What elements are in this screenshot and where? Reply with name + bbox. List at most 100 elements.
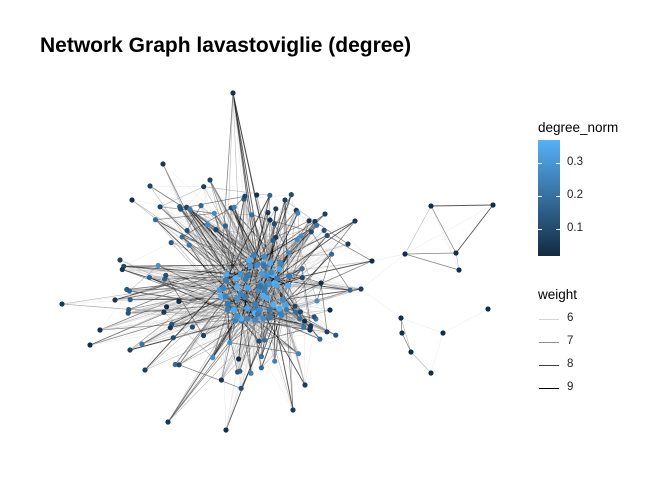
graph-node [272, 358, 278, 364]
graph-edge [178, 317, 271, 366]
graph-node [244, 272, 251, 279]
graph-edge [247, 310, 280, 320]
graph-node [268, 269, 275, 276]
graph-node [97, 327, 103, 333]
graph-node [256, 282, 264, 290]
graph-edge [455, 252, 460, 271]
graph-edge [141, 309, 234, 345]
graph-edge [232, 92, 251, 266]
graph-edge [268, 273, 274, 305]
graph-edge [163, 304, 286, 313]
graph-edge [320, 282, 362, 290]
graph-edge [187, 230, 250, 261]
graph-edge [114, 287, 265, 301]
graph-node [261, 337, 268, 343]
graph-node [258, 353, 264, 360]
graph-edge [99, 309, 234, 331]
graph-node [164, 304, 170, 310]
graph-edge [209, 179, 265, 289]
graph-node [333, 332, 339, 338]
graph-edge [261, 252, 289, 285]
node-layer [59, 90, 496, 433]
graph-node [252, 316, 259, 323]
weight-key-9 [538, 377, 560, 400]
graph-edge [221, 314, 282, 381]
graph-node [327, 307, 333, 313]
graph-edge [131, 199, 181, 210]
graph-edge [259, 260, 373, 287]
graph-edge [261, 321, 305, 368]
graph-edge [167, 265, 265, 423]
graph-node [244, 284, 251, 291]
graph-edge [261, 311, 301, 368]
graph-edge [258, 331, 328, 342]
graph-edge [225, 308, 248, 431]
graph-edge [123, 265, 241, 275]
graph-node [267, 260, 274, 267]
graph-edge [167, 316, 238, 423]
graph-node [295, 351, 302, 357]
graph-node [242, 193, 248, 199]
graph-node [266, 314, 273, 321]
graph-node [230, 90, 236, 96]
graph-edge [251, 214, 276, 238]
graph-edge [122, 269, 224, 289]
graph-edge [212, 287, 248, 358]
graph-node [230, 307, 237, 314]
graph-edge [288, 275, 328, 332]
graph-node [163, 272, 169, 278]
graph-node [165, 419, 171, 425]
graph-edge [144, 280, 227, 371]
edge-layer [61, 92, 494, 431]
graph-node [59, 301, 65, 307]
graph-edge [274, 278, 278, 362]
graph-edge [241, 320, 252, 374]
graph-node [302, 318, 308, 324]
graph-node [260, 315, 267, 322]
graph-node [189, 324, 195, 330]
graph-node [428, 370, 434, 376]
graph-edge [214, 213, 264, 319]
graph-edge [279, 310, 299, 354]
graph-node [254, 192, 260, 198]
graph-node [161, 309, 167, 315]
graph-node [276, 266, 283, 273]
graph-node [250, 251, 257, 258]
color-legend-tick-label: 0.3 [567, 156, 583, 168]
graph-edge [114, 299, 234, 311]
graph-node [198, 203, 204, 209]
graph-node [288, 192, 294, 198]
graph-node [297, 309, 303, 315]
graph-edge [264, 199, 286, 257]
color-legend-bar [538, 140, 560, 256]
graph-node [211, 210, 217, 216]
weight-line-8 [539, 365, 559, 366]
graph-edge [371, 253, 406, 262]
graph-edge [241, 319, 294, 411]
graph-node [242, 294, 249, 301]
graph-edge [296, 210, 332, 255]
graph-edge [430, 332, 444, 374]
graph-node [231, 204, 237, 210]
graph-node [237, 271, 244, 278]
graph-node [311, 314, 317, 320]
graph-node [157, 204, 163, 210]
graph-node [347, 287, 353, 293]
graph-edge [258, 327, 311, 342]
graph-node [297, 316, 303, 322]
graph-edge [300, 236, 303, 269]
graph-edge [273, 223, 289, 254]
graph-node [265, 280, 272, 287]
graph-node [352, 218, 358, 224]
graph-edge [258, 283, 275, 342]
graph-edge [258, 314, 282, 342]
color-legend-tickmark [538, 196, 542, 197]
graph-node [329, 251, 335, 257]
graph-edge [320, 282, 328, 332]
graph-node [127, 297, 133, 303]
graph-node [207, 177, 213, 183]
graph-node [227, 340, 233, 346]
graph-node [256, 338, 262, 344]
graph-node [254, 261, 261, 269]
graph-node [213, 227, 219, 233]
